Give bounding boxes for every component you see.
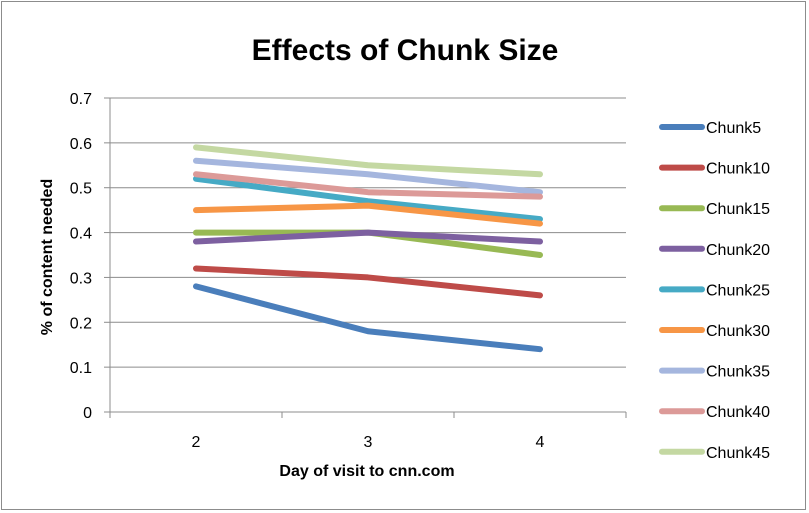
series-line-chunk5 <box>193 283 543 353</box>
legend-label: Chunk25 <box>706 282 770 299</box>
y-axis-ticks: 0 0.1 0.2 0.3 0.4 0.5 0.6 0.7 <box>70 91 110 422</box>
y-tick-label: 0.7 <box>70 91 92 108</box>
legend-label: Chunk45 <box>706 445 770 462</box>
y-tick-label: 0.5 <box>70 181 92 198</box>
y-tick-label: 0 <box>83 405 92 422</box>
series-line-chunk35 <box>193 157 543 196</box>
x-tick-label: 3 <box>364 434 373 451</box>
legend: Chunk5 Chunk10 Chunk15 Chunk20 Chunk25 Chunk3… <box>659 120 770 462</box>
y-tick-label: 0.1 <box>70 360 92 377</box>
x-tick-label: 4 <box>536 434 545 451</box>
x-axis-ticks: 2 3 4 <box>109 412 627 451</box>
series-line-chunk30 <box>193 202 543 227</box>
legend-label: Chunk30 <box>706 323 770 340</box>
series-line-chunk40 <box>193 171 543 200</box>
y-tick-label: 0.3 <box>70 270 92 287</box>
y-tick-label: 0.2 <box>70 315 92 332</box>
chart-title: Effects of Chunk Size <box>252 34 559 67</box>
legend-label: Chunk35 <box>706 364 770 381</box>
series-line-chunk45 <box>193 144 543 178</box>
legend-label: Chunk40 <box>706 404 770 421</box>
series-lines <box>193 144 543 353</box>
legend-label: Chunk5 <box>706 120 761 137</box>
legend-label: Chunk20 <box>706 242 770 259</box>
legend-label: Chunk15 <box>706 201 770 218</box>
y-tick-label: 0.6 <box>70 136 92 153</box>
x-tick-label: 2 <box>192 434 201 451</box>
axes <box>109 98 626 413</box>
y-axis-title: % of content needed <box>39 179 56 335</box>
legend-label: Chunk10 <box>706 161 770 178</box>
series-line-chunk10 <box>193 265 543 299</box>
x-axis-title: Day of visit to cnn.com <box>279 463 454 480</box>
series-line-chunk20 <box>193 229 543 245</box>
y-tick-label: 0.4 <box>70 226 92 243</box>
series-line-chunk25 <box>193 175 543 223</box>
